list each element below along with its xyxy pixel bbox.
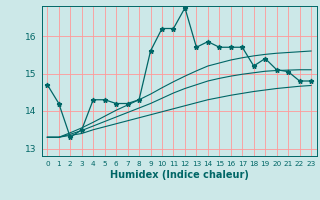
X-axis label: Humidex (Indice chaleur): Humidex (Indice chaleur) bbox=[110, 170, 249, 180]
